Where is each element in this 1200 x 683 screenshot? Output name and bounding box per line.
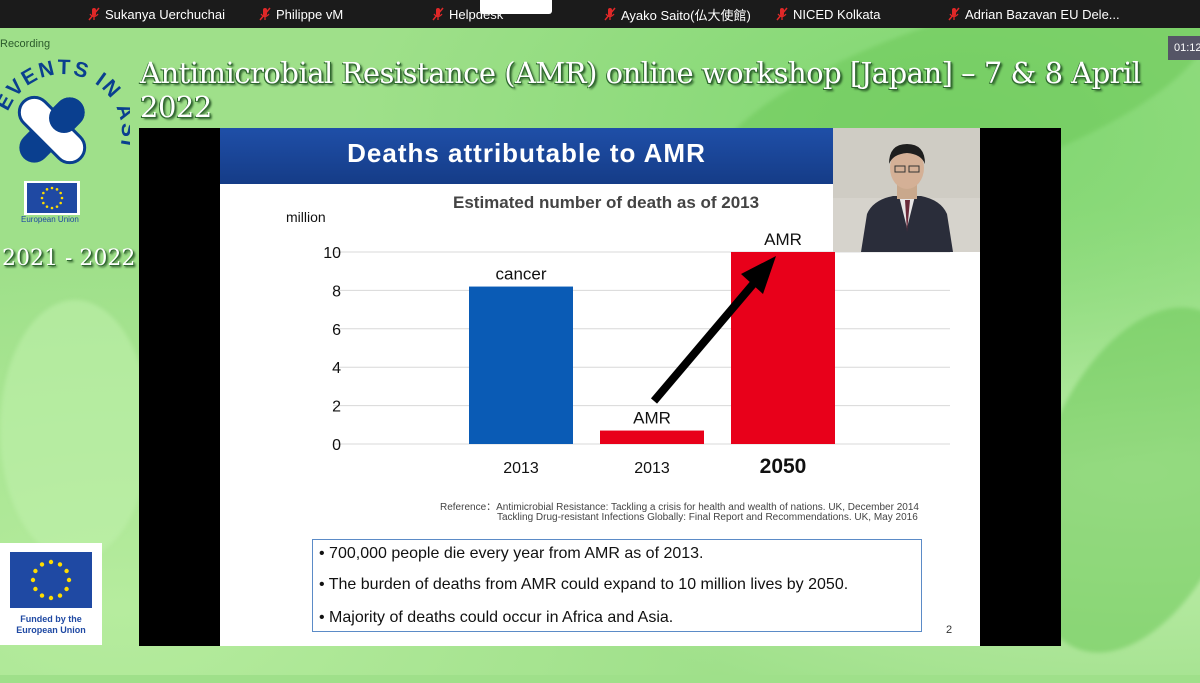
eu-stars-icon (40, 186, 64, 210)
funded-by-eu-logo: Funded by the European Union (0, 543, 102, 645)
mic-muted-icon (259, 7, 271, 21)
reference-line-2: Tackling Drug-resistant Infections Globa… (497, 512, 918, 523)
participant-bar: Sukanya Uerchuchai Philippe vM Helpdesk Aya… (0, 0, 1200, 28)
y-axis-unit: million (286, 209, 326, 225)
participant-name: Ayako Saito(仏大使館) (621, 7, 751, 23)
recording-indicator: Recording (0, 38, 51, 50)
bar (731, 252, 835, 444)
bullet-point: • 700,000 people die every year from AMR… (319, 545, 704, 562)
mic-muted-icon (948, 7, 960, 21)
mic-muted-icon (604, 7, 616, 21)
participant-tile[interactable]: NICED Kolkata (776, 4, 880, 24)
bar (600, 430, 704, 444)
slide-title: Deaths attributable to AMR (347, 138, 706, 168)
participant-name: Philippe vM (276, 6, 344, 22)
y-tick-label: 4 (332, 360, 341, 377)
mic-muted-icon (88, 7, 100, 21)
participant-name: NICED Kolkata (793, 6, 881, 22)
bullet-point: • The burden of deaths from AMR could ex… (319, 576, 849, 593)
eu-flag-small (24, 181, 80, 215)
participant-tile[interactable]: Philippe vM (259, 4, 343, 24)
key-points-box: • 700,000 people die every year from AMR… (312, 539, 922, 632)
bar-label: AMR (633, 409, 671, 428)
trend-arrow (650, 273, 764, 404)
bar-label: cancer (495, 265, 546, 284)
workshop-title: Antimicrobial Resistance (AMR) online wo… (140, 56, 1141, 124)
eu-caption: European Union (21, 215, 79, 224)
events-in-asia-logo: EVENTS IN ASIA (0, 46, 130, 165)
x-tick-label: 2013 (634, 460, 670, 477)
trend-arrowhead (741, 256, 776, 294)
y-tick-label: 8 (332, 283, 341, 300)
slide-header-bar: Deaths attributable to AMR (220, 128, 833, 184)
y-tick-label: 10 (323, 245, 341, 262)
mic-muted-icon (432, 7, 444, 21)
bar (469, 286, 573, 444)
y-tick-label: 0 (332, 437, 341, 454)
participant-name: Adrian Bazavan EU Dele... (965, 6, 1120, 22)
slide-page-number: 2 (946, 624, 953, 636)
reference-line-1: Reference：Antimicrobial Resistance: Tack… (440, 502, 919, 513)
chart-title: Estimated number of death as of 2013 (453, 193, 760, 212)
funded-by-text: Funded by the European Union (16, 614, 86, 635)
speaker-video[interactable] (833, 128, 980, 252)
screen-share-indicator[interactable] (480, 0, 552, 14)
bullet-point: • Majority of deaths could occur in Afri… (319, 609, 674, 626)
speaker-silhouette-icon (833, 128, 980, 252)
meeting-timer: 01:12 (1168, 36, 1200, 60)
participant-tile[interactable]: Adrian Bazavan EU Dele... (948, 4, 1120, 24)
program-years: 2021 - 2022 (2, 246, 136, 271)
participant-tile[interactable]: Sukanya Uerchuchai (88, 4, 225, 24)
cross-logo-icon (17, 95, 87, 165)
y-tick-label: 2 (332, 399, 341, 416)
mic-muted-icon (776, 7, 788, 21)
x-tick-label: 2013 (503, 460, 539, 477)
participant-name: Helpdesk (449, 6, 504, 22)
participant-tile[interactable]: Helpdesk (432, 4, 503, 24)
participant-name: Sukanya Uerchuchai (105, 6, 225, 22)
bar-chart: 0 2 4 6 8 10 cancer 2013 AMR 2013 AMR 2050 (323, 230, 950, 478)
bar-label: AMR (764, 230, 802, 249)
y-tick-label: 6 (332, 322, 341, 339)
eu-stars-icon (30, 559, 72, 601)
x-tick-label: 2050 (760, 455, 807, 478)
participant-tile[interactable]: Ayako Saito(仏大使館) (604, 4, 751, 24)
